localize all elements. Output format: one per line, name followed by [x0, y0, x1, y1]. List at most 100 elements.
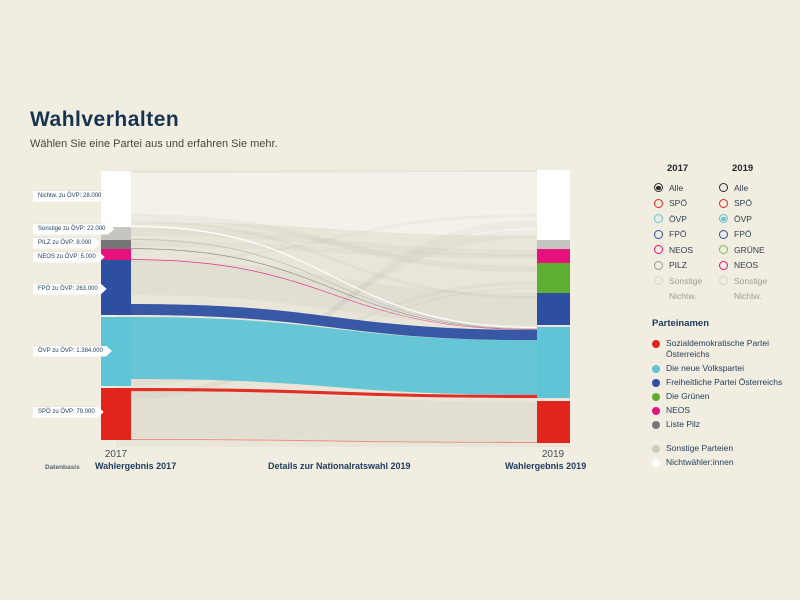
radio-2019-grüne[interactable]: GRÜNE — [719, 242, 783, 258]
flow-label-4: NEOS zu ÖVP: 5.000 — [33, 252, 105, 263]
party-color-dot-icon — [652, 364, 660, 373]
radio-label: ÖVP — [734, 213, 752, 224]
radio-circle-icon[interactable] — [654, 214, 663, 224]
party-legend-label: Nichtwähler:innen — [666, 457, 734, 467]
sankey-flow-faint — [131, 261, 537, 325]
sankey-node-2019-neos[interactable] — [537, 249, 570, 263]
sankey-node-2017-fpö[interactable] — [101, 260, 131, 315]
radio-2019-neos[interactable]: NEOS — [719, 258, 783, 274]
party-legend-label: Liste Pilz — [666, 419, 701, 429]
radio-2017-spö[interactable]: SPÖ — [654, 196, 718, 212]
radio-label: SPÖ — [669, 198, 687, 209]
axis-year-left: 2017 — [104, 449, 128, 460]
sankey-node-2019-fpö[interactable] — [537, 293, 570, 325]
party-legend-item: NEOS — [652, 405, 792, 416]
party-legend-label: NEOS — [666, 405, 691, 415]
radio-circle-icon[interactable] — [719, 276, 728, 286]
radio-2019-fpö[interactable]: FPÖ — [719, 227, 783, 243]
radio-circle-icon[interactable] — [719, 245, 728, 255]
party-legend-label: Die neue Volkspartei — [666, 363, 744, 373]
radio-circle-icon[interactable] — [654, 276, 663, 286]
sankey-flow-övp-to-övp[interactable] — [131, 317, 537, 395]
sankey-flow-nichtwhlerinnen-to-övp[interactable] — [131, 225, 537, 329]
radio-circle-icon[interactable] — [654, 291, 663, 301]
sankey-flow-faint — [131, 439, 537, 443]
radio-circle-icon[interactable] — [719, 183, 728, 193]
sankey-flow-faint — [131, 214, 537, 262]
radio-2019-alle[interactable]: Alle — [719, 180, 783, 196]
sankey-flow-faint — [131, 220, 537, 399]
sankey-node-2019-spö[interactable] — [537, 401, 570, 443]
radio-circle-icon[interactable] — [654, 183, 663, 193]
party-color-dot-icon — [652, 420, 660, 429]
radio-2019-spö[interactable]: SPÖ — [719, 196, 783, 212]
radio-circle-icon[interactable] — [654, 198, 663, 208]
radio-selected-dot — [721, 216, 726, 221]
radio-2017-nichtw[interactable]: Nichtw. — [654, 289, 718, 305]
selector-column-2019: 2019 Alle SPÖ ÖVP FPÖ GRÜNE NEOS Sonstige Nichtw… — [719, 163, 783, 304]
party-legend-label: Sozialdemokratische Partei Österreichs — [666, 338, 769, 359]
radio-circle-icon[interactable] — [719, 260, 728, 270]
sankey-flow-pilz-to-övp[interactable] — [131, 248, 537, 330]
radio-2019-nichtw[interactable]: Nichtw. — [719, 289, 783, 305]
tab-wahlergebnis-2017[interactable]: Wahlergebnis 2017 — [95, 461, 177, 471]
party-legend-item: Sonstige Parteien — [652, 443, 792, 454]
radio-2017-sonstige[interactable]: Sonstige — [654, 273, 718, 289]
sankey-node-2017-spö[interactable] — [101, 388, 131, 440]
sankey-node-2019-nichtwählerinnen[interactable] — [537, 170, 570, 240]
sankey-node-2019-sonstige[interactable] — [537, 240, 570, 249]
sankey-flow-fpö-to-övp[interactable] — [131, 304, 537, 341]
radio-2019-övp[interactable]: ÖVP — [719, 211, 783, 227]
sankey-flow-faint — [131, 172, 537, 236]
radio-circle-icon[interactable] — [719, 229, 728, 239]
radio-label: PILZ — [669, 260, 687, 271]
selector-header-2019: 2019 — [732, 163, 754, 174]
party-legend-heading: Parteinamen — [652, 318, 710, 329]
party-color-dot-icon — [652, 444, 660, 453]
radio-label: Nichtw. — [734, 291, 762, 302]
party-legend-label: Die Grünen — [666, 391, 710, 401]
party-color-dot-icon — [652, 392, 660, 401]
flow-label-6: ÖVP zu ÖVP: 1.384.000 — [33, 346, 112, 357]
sankey-node-2017-neos[interactable] — [101, 249, 131, 260]
radio-2017-övp[interactable]: ÖVP — [654, 211, 718, 227]
radio-2017-fpö[interactable]: FPÖ — [654, 227, 718, 243]
party-color-dot-icon — [652, 339, 660, 348]
selector-column-2017: 2017 Alle SPÖ ÖVP FPÖ NEOS PILZ Sonstige Nichtw. — [654, 163, 718, 304]
flow-label-5: FPÖ zu ÖVP: 263.000 — [33, 284, 107, 295]
radio-label: FPÖ — [669, 229, 687, 240]
radio-circle-icon[interactable] — [654, 229, 663, 239]
page-title: Wahlverhalten — [30, 108, 180, 131]
sankey-node-2019-grüne[interactable] — [537, 263, 570, 293]
radio-2017-alle[interactable]: Alle — [654, 180, 718, 196]
sankey-flow-faint — [131, 228, 537, 256]
sankey-flow-spö-to-övp[interactable] — [131, 388, 537, 398]
party-legend-items-secondary: Sonstige Parteien Nichtwähler:innen — [652, 443, 792, 468]
datenbasis-label: Datenbasis — [45, 464, 80, 471]
sankey-flow-faint — [131, 220, 537, 299]
radio-circle-icon[interactable] — [719, 198, 728, 208]
party-legend-item: Die neue Volkspartei — [652, 363, 792, 374]
radio-circle-icon[interactable] — [654, 245, 663, 255]
tab-details-nationalratswahl-2019[interactable]: Details zur Nationalratswahl 2019 — [268, 461, 411, 471]
party-color-dot-icon — [652, 378, 660, 387]
party-legend-item: Freiheitliche Partei Österreichs — [652, 377, 792, 388]
radio-circle-icon[interactable] — [719, 291, 728, 301]
selector-header-2017: 2017 — [667, 163, 689, 174]
sankey-flow-neos-to-övp[interactable] — [131, 259, 537, 330]
flow-label-3: PILZ zu ÖVP: 8.000 — [33, 238, 100, 249]
radio-circle-icon[interactable] — [719, 214, 728, 224]
sankey-node-2019-övp[interactable] — [537, 327, 570, 398]
radio-label: SPÖ — [734, 198, 752, 209]
tab-wahlergebnis-2019[interactable]: Wahlergebnis 2019 — [505, 461, 587, 471]
sankey-flow-sonstige-to-övp[interactable] — [131, 238, 537, 330]
radio-2017-neos[interactable]: NEOS — [654, 242, 718, 258]
sankey-flow-faint — [131, 230, 537, 386]
radio-circle-icon[interactable] — [654, 260, 663, 270]
radio-label: GRÜNE — [734, 244, 765, 255]
radio-2017-pilz[interactable]: PILZ — [654, 258, 718, 274]
radio-2019-sonstige[interactable]: Sonstige — [719, 273, 783, 289]
sankey-node-2017-pilz[interactable] — [101, 240, 131, 249]
sankey-flow-faint — [131, 214, 537, 272]
